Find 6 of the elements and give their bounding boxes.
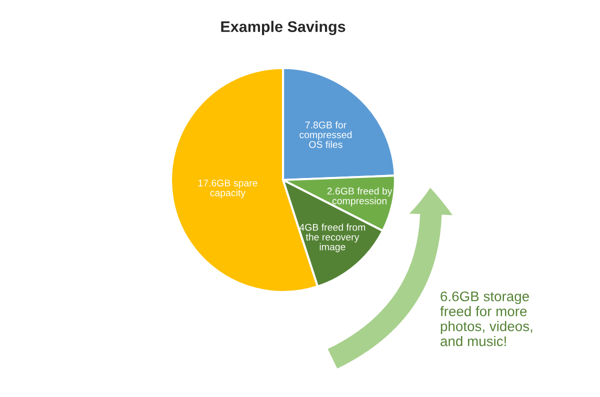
chart-title: Example Savings: [221, 20, 346, 36]
slice-label: 2.6GB freed by compression: [327, 187, 392, 206]
slice-label: 17.6GB spare capacity: [198, 180, 258, 198]
text: 6.6GB storage freed for more photos, videos, and music!: [440, 291, 532, 346]
slice-label: 7.8GB for compressed OS files: [300, 121, 352, 148]
slice-label: 4GB freed from the recovery image: [299, 224, 366, 252]
